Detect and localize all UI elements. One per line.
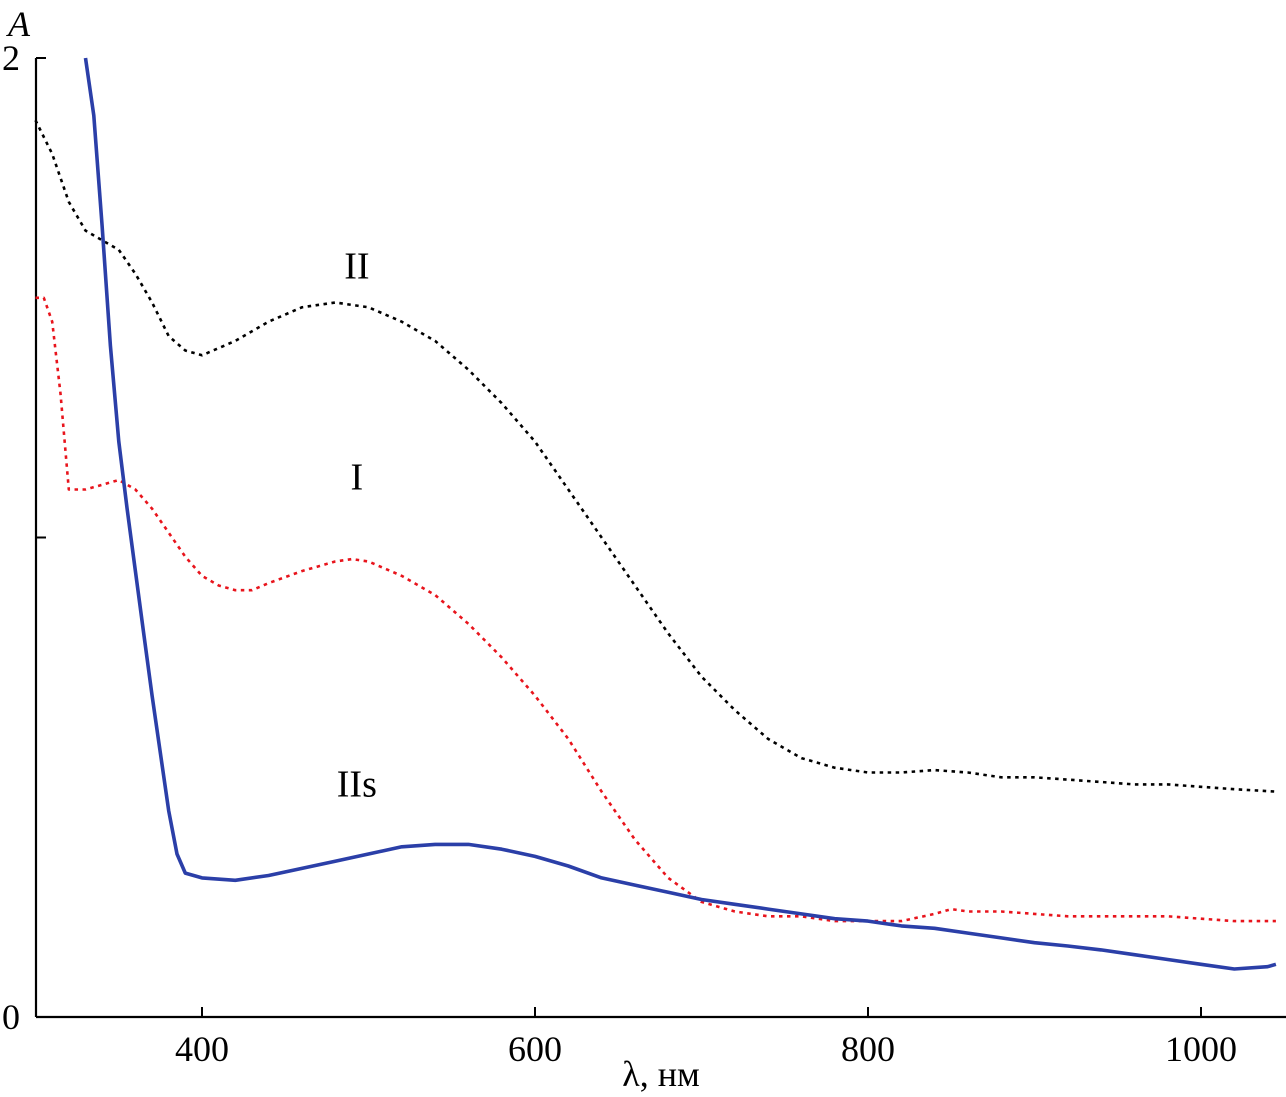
y-tick-label: 2 [2,38,20,78]
x-tick-label: 1000 [1165,1029,1237,1069]
curve-label-iis: IIs [337,763,377,805]
series-line-ii [34,119,1276,793]
series-layer [34,57,1277,971]
series-line-i [35,296,1276,923]
x-tick-label: 600 [508,1029,562,1069]
curve-label-i: I [351,457,364,499]
x-tick-label: 800 [841,1029,895,1069]
x-axis-title: λ, нм [622,1054,700,1094]
ticks: 400 600 800 1000 0 2 [2,38,1237,1069]
curve-label-ii: II [344,246,369,288]
x-tick-label: 400 [175,1029,229,1069]
y-tick-label: 0 [2,997,20,1037]
series-line-iis [83,57,1277,971]
axes [34,58,1286,1019]
y-axis-title: A [6,4,31,44]
